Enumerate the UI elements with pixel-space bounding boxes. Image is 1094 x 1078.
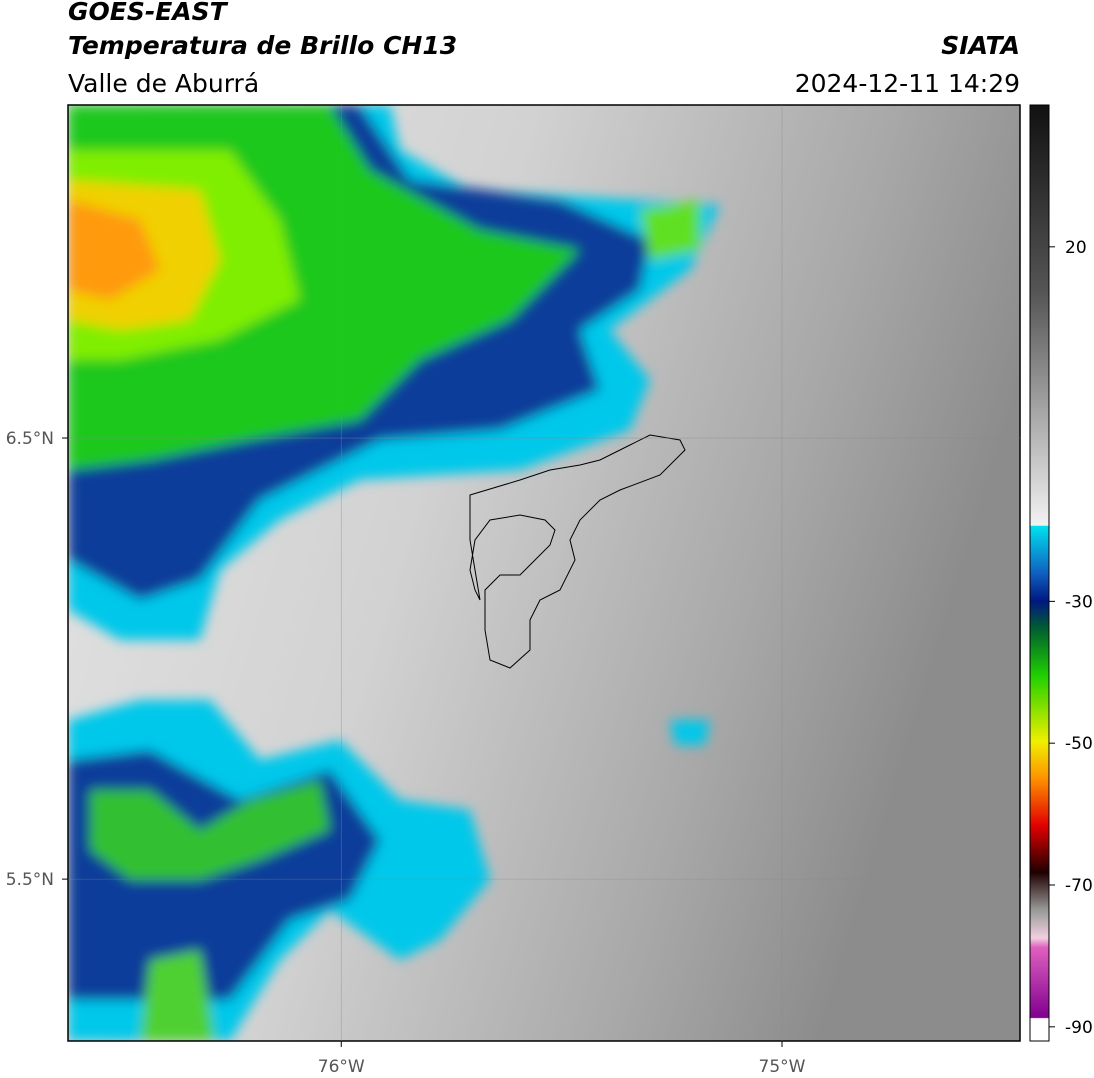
source: SIATA [941,31,1020,60]
satellite-image [68,105,1020,1041]
colorbar-tick-label: -30 [1065,592,1093,612]
y-tick-label: 5.5°N [6,870,54,890]
colorbar-tick-label: 20 [1065,238,1087,258]
colorbar [1029,104,1050,1042]
y-tick-label: 6.5°N [6,429,54,449]
subtitle: Temperatura de Brillo CH13 [68,31,457,60]
x-tick-label: 75°W [759,1057,806,1077]
map-frame [67,104,1021,1042]
colorbar-tick-label: -90 [1065,1018,1093,1038]
colorbar-tick-label: -70 [1065,876,1093,896]
colorbar-tick-label: -50 [1065,734,1093,754]
region: Valle de Aburrá [68,69,259,98]
title: GOES-EAST [68,0,229,26]
datetime: 2024-12-11 14:29 [795,69,1020,98]
x-tick-label: 76°W [318,1057,365,1077]
